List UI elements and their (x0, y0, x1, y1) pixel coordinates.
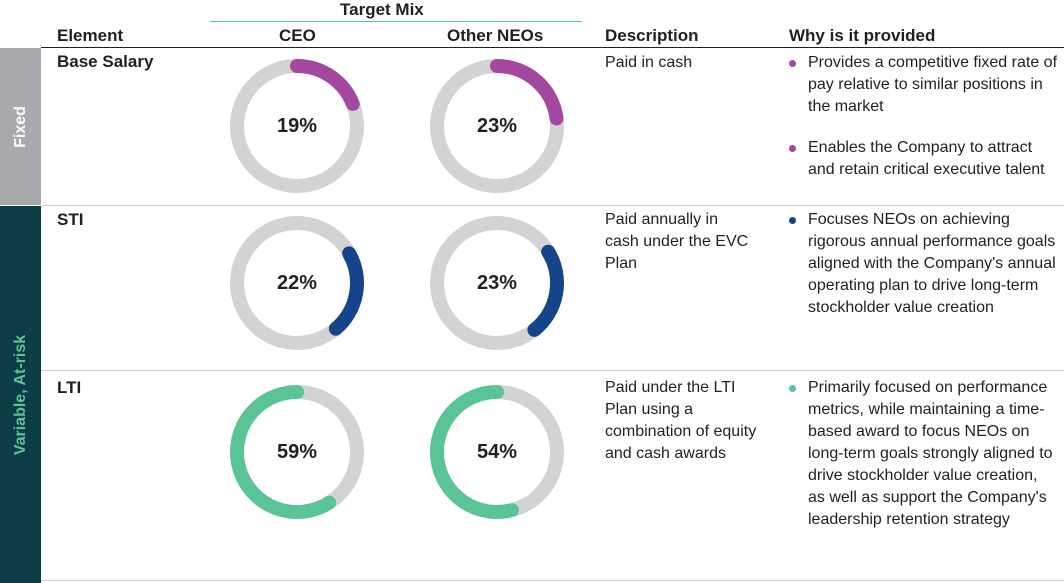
variable-band: Variable, At-risk (0, 206, 41, 583)
ceo-sti-percent: 22% (276, 271, 318, 294)
donut-ring (430, 59, 564, 193)
why-column-header: Why is it provided (789, 26, 936, 45)
target-mix-heading: Target Mix (340, 0, 424, 19)
donut-value-arc (290, 59, 360, 111)
why-sti-list: Focuses NEOs on achieving rigorous annua… (788, 209, 1058, 338)
donut-value-arc (328, 246, 364, 336)
bullet-dot-icon (789, 217, 796, 224)
fixed-band: Fixed (0, 48, 41, 205)
target-mix-underline (210, 21, 582, 22)
list-item: Enables the Company to attract and retai… (788, 137, 1058, 181)
ceo-sti-donut: 22% (227, 213, 367, 353)
donut-remainder-arc (494, 385, 564, 516)
bullet-text: Focuses NEOs on achieving rigorous annua… (808, 211, 1056, 316)
donut-remainder-arc (430, 59, 564, 193)
donut-ring (230, 216, 364, 350)
ceo-lti-percent: 59% (276, 440, 318, 463)
neo-sti-donut: 23% (427, 213, 567, 353)
donut-ring (430, 216, 564, 350)
row-divider (41, 205, 1064, 206)
donut-remainder-arc (230, 59, 364, 193)
neo-base-salary-donut: 23% (427, 56, 567, 196)
donut-value-arc (429, 385, 519, 519)
table-bottom-divider (41, 580, 1064, 581)
header-divider (41, 47, 1064, 48)
element-base-salary: Base Salary (57, 52, 154, 71)
donut-value-arc (527, 244, 564, 337)
description-base-salary: Paid in cash (605, 54, 693, 71)
row-divider (41, 370, 1064, 371)
variable-label: Variable, At-risk (11, 334, 29, 455)
donut-remainder-arc (230, 216, 354, 350)
donut-value-arc (490, 59, 564, 126)
description-lti: Paid under the LTI Plan using a combinat… (605, 379, 757, 462)
donut-remainder-arc (430, 216, 553, 350)
fixed-label: Fixed (11, 105, 29, 148)
bullet-text: Enables the Company to attract and retai… (808, 139, 1045, 178)
ceo-lti-donut: 59% (227, 382, 367, 522)
neo-lti-donut: 54% (427, 382, 567, 522)
neo-base-salary-percent: 23% (476, 114, 518, 137)
ceo-column-header: CEO (279, 26, 316, 45)
bullet-dot-icon (789, 60, 796, 67)
why-lti-list: Primarily focused on performance metrics… (788, 377, 1058, 550)
element-lti: LTI (57, 378, 82, 397)
description-column-header: Description (605, 26, 699, 45)
list-item: Focuses NEOs on achieving rigorous annua… (788, 209, 1058, 319)
donut-remainder-arc (294, 385, 364, 508)
list-item: Provides a competitive fixed rate of pay… (788, 52, 1058, 118)
why-base-salary-list: Provides a competitive fixed rate of pay… (788, 52, 1058, 200)
bullet-text: Provides a competitive fixed rate of pay… (808, 54, 1058, 115)
list-item: Primarily focused on performance metrics… (788, 377, 1058, 531)
bullet-dot-icon (789, 145, 796, 152)
description-sti: Paid annually in cash under the EVC Plan (605, 211, 749, 272)
donut-ring (230, 385, 364, 519)
ceo-base-salary-donut: 19% (227, 56, 367, 196)
donut-ring (429, 385, 564, 519)
ceo-base-salary-percent: 19% (276, 114, 318, 137)
other-neos-column-header: Other NEOs (447, 26, 544, 45)
donut-ring (230, 59, 364, 193)
bullet-text: Primarily focused on performance metrics… (808, 379, 1053, 528)
neo-sti-percent: 23% (476, 271, 518, 294)
donut-value-arc (230, 385, 337, 519)
neo-lti-percent: 54% (476, 440, 518, 463)
element-sti: STI (57, 210, 84, 229)
bullet-dot-icon (789, 385, 796, 392)
element-column-header: Element (57, 26, 124, 45)
